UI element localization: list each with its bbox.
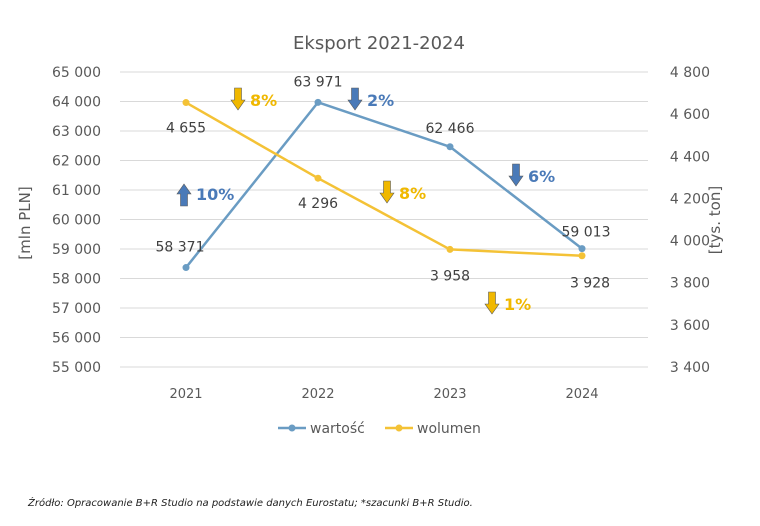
change-annotations: 10% 2% 6% 8% 8% 1% — [176, 87, 555, 315]
y-axis-title: [mln PLN] — [16, 186, 34, 259]
y2-tick-label: 4 400 — [670, 149, 710, 165]
legend-label: wartość — [310, 421, 365, 437]
change-label: 1% — [504, 295, 531, 314]
arrow-down-icon — [379, 180, 395, 204]
chart: Eksport 2021-2024 55 000 56 000 57 000 58 0… — [16, 33, 724, 437]
data-label: 4 296 — [298, 196, 338, 212]
arrow-down-icon — [484, 291, 500, 315]
y-tick-label: 60 000 — [52, 213, 101, 229]
data-label: 3 928 — [570, 276, 610, 292]
y-tick-label: 56 000 — [52, 331, 101, 347]
x-axis-ticks: 2021 2022 2023 2024 — [169, 387, 598, 402]
data-point — [182, 99, 190, 107]
change-label: 8% — [250, 91, 277, 110]
data-point — [314, 174, 322, 182]
data-point — [182, 264, 190, 272]
right-axis-ticks: 3 400 3 600 3 800 4 000 4 200 4 400 4 600 4 800 — [670, 65, 710, 376]
data-label: 63 971 — [294, 74, 343, 90]
data-point — [578, 245, 586, 253]
data-label: 3 958 — [430, 268, 470, 284]
data-point — [578, 252, 586, 260]
left-axis-ticks: 55 000 56 000 57 000 58 000 59 000 60 000 61 0… — [52, 65, 101, 376]
y-tick-label: 63 000 — [52, 124, 101, 140]
chart-title: Eksport 2021-2024 — [293, 33, 465, 54]
x-tick-label: 2024 — [565, 387, 598, 402]
y2-tick-label: 4 200 — [670, 191, 710, 207]
x-tick-label: 2021 — [169, 387, 202, 402]
legend-marker — [395, 424, 403, 432]
arrow-down-icon — [230, 87, 246, 111]
legend-label: wolumen — [417, 421, 481, 437]
y2-tick-label: 3 800 — [670, 276, 710, 292]
data-point — [446, 245, 454, 253]
legend: wartość wolumen — [278, 421, 481, 437]
change-label: 2% — [367, 91, 394, 110]
y-tick-label: 64 000 — [52, 95, 101, 111]
x-tick-label: 2022 — [301, 387, 334, 402]
y2-axis-title: [tys. ton] — [706, 186, 724, 254]
change-label: 6% — [528, 167, 555, 186]
series — [182, 98, 586, 272]
data-label: 62 466 — [426, 121, 475, 137]
y2-tick-label: 4 000 — [670, 234, 710, 250]
change-label: 8% — [399, 184, 426, 203]
series-line-wolumen — [185, 101, 583, 257]
y-tick-label: 57 000 — [52, 301, 101, 317]
data-labels: 58 371 63 971 62 466 59 013 4 655 4 296 3 958 3… — [156, 74, 611, 291]
y-tick-label: 58 000 — [52, 272, 101, 288]
arrow-up-icon — [176, 183, 192, 207]
data-point — [446, 143, 454, 151]
y2-tick-label: 4 600 — [670, 107, 710, 123]
data-point — [314, 98, 322, 106]
arrow-down-icon — [347, 87, 363, 111]
y2-tick-label: 3 600 — [670, 318, 710, 334]
data-label: 59 013 — [562, 225, 611, 241]
y2-tick-label: 4 800 — [670, 65, 710, 81]
y-tick-label: 62 000 — [52, 154, 101, 170]
y2-tick-label: 3 400 — [670, 360, 710, 376]
change-label: 10% — [196, 185, 234, 204]
series-line-wartość — [185, 101, 583, 269]
data-label: 58 371 — [156, 240, 205, 256]
x-tick-label: 2023 — [433, 387, 466, 402]
data-label: 4 655 — [166, 121, 206, 137]
arrow-down-icon — [508, 163, 524, 187]
gridlines — [120, 71, 648, 368]
y-tick-label: 61 000 — [52, 183, 101, 199]
legend-marker — [288, 424, 296, 432]
source-note: Źródło: Opracowanie B+R Studio na podsta… — [28, 498, 473, 509]
y-tick-label: 59 000 — [52, 242, 101, 258]
y-tick-label: 55 000 — [52, 360, 101, 376]
y-tick-label: 65 000 — [52, 65, 101, 81]
